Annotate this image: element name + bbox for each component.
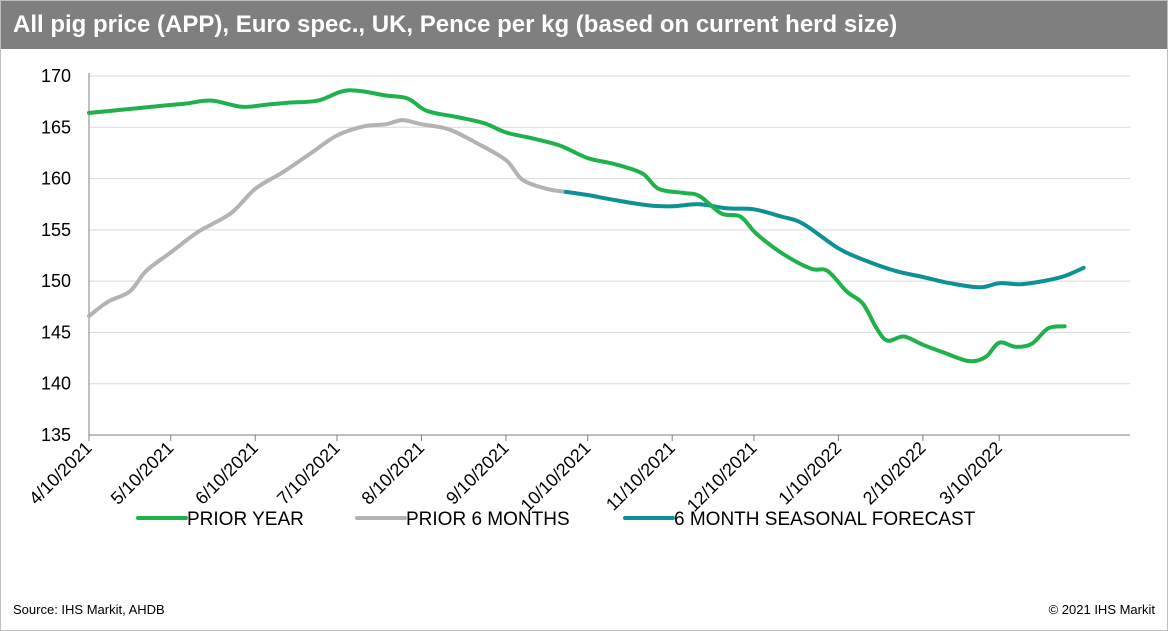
x-tick-label: 3/10/2022 [935, 438, 1006, 509]
series-line-prior-year [87, 88, 1067, 364]
y-tick-label: 145 [41, 322, 71, 342]
y-tick-label: 140 [41, 374, 71, 394]
legend-label: 6 MONTH SEASONAL FORECAST [674, 509, 976, 530]
x-tick-label: 9/10/2021 [442, 438, 513, 509]
series-line-6-month-seasonal-forecast [563, 189, 1086, 290]
chart-title: All pig price (APP), Euro spec., UK, Pen… [13, 11, 898, 38]
x-tick-label: 6/10/2021 [191, 438, 262, 509]
line-chart: 135 140 145 150 155 160 165 170 4/10/2021 5/10/20… [25, 66, 1130, 530]
legend-label: PRIOR 6 MONTHS [406, 509, 570, 530]
y-tick-label: 155 [41, 220, 71, 240]
x-tick-label: 12/10/2021 [683, 438, 761, 516]
x-tick-label: 10/10/2021 [517, 438, 595, 516]
y-tick-label: 160 [41, 169, 71, 189]
y-tick-label: 135 [41, 425, 71, 445]
x-tick-label: 1/10/2022 [774, 438, 845, 509]
x-tick-label: 8/10/2021 [358, 438, 429, 509]
x-tick-label: 5/10/2021 [107, 438, 178, 509]
legend-label: PRIOR YEAR [187, 509, 304, 530]
copyright-note: © 2021 IHS Markit [1048, 602, 1155, 617]
x-tick-label: 11/10/2021 [602, 438, 679, 515]
x-tick-label: 2/10/2022 [859, 438, 930, 509]
x-tick-label: 4/10/2021 [25, 438, 96, 509]
source-note: Source: IHS Markit, AHDB [13, 602, 165, 617]
title-bar: All pig price (APP), Euro spec., UK, Pen… [1, 1, 1167, 49]
y-tick-label: 150 [41, 271, 71, 291]
x-tick-label: 7/10/2021 [273, 438, 344, 509]
y-tick-label: 165 [41, 117, 71, 137]
series-line-prior-6-months [87, 118, 568, 318]
y-tick-label: 170 [41, 66, 71, 86]
